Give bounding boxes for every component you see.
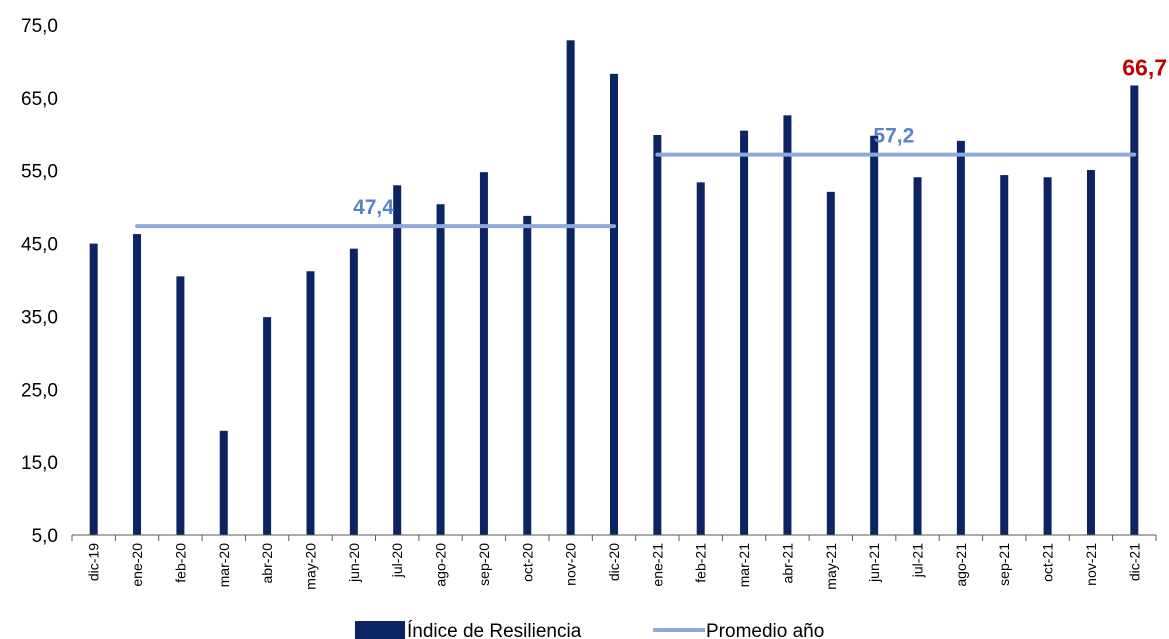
y-tick-label: 75,0 xyxy=(21,16,58,37)
x-tick-label: feb-21 xyxy=(693,543,709,583)
x-axis: dic-19 ene-20 feb-20 mar-20 abr-20 may-20 jun-… xyxy=(72,535,1156,590)
x-tick-label: nov-21 xyxy=(1083,543,1099,586)
x-tick-label: abr-21 xyxy=(779,543,795,584)
y-tick-label: 15,0 xyxy=(21,453,58,474)
bar xyxy=(437,204,445,535)
bar xyxy=(393,185,401,535)
average-label: 57,2 xyxy=(873,125,914,148)
bar xyxy=(263,317,271,535)
bar xyxy=(567,40,575,535)
y-tick-label: 5,0 xyxy=(32,526,58,547)
bar xyxy=(1000,175,1008,535)
bar xyxy=(697,182,705,535)
x-tick-label: may-21 xyxy=(823,543,839,590)
x-tick-label: may-20 xyxy=(302,543,318,590)
x-tick-label: feb-20 xyxy=(172,543,188,583)
bar xyxy=(1087,170,1095,535)
y-tick-label: 45,0 xyxy=(21,235,58,256)
x-tick-label: dic-19 xyxy=(86,543,102,581)
bar xyxy=(914,177,922,535)
x-tick-label: sep-20 xyxy=(476,543,492,586)
x-tick-label: jul-21 xyxy=(910,543,926,578)
bar xyxy=(523,216,531,535)
bar xyxy=(783,115,791,535)
bar xyxy=(306,271,314,535)
bar xyxy=(176,276,184,535)
average-lines xyxy=(137,155,1134,226)
x-tick-label: oct-20 xyxy=(519,543,535,582)
bar xyxy=(350,249,358,535)
legend-swatch-index xyxy=(355,621,405,639)
bar xyxy=(90,244,98,535)
y-tick-label: 55,0 xyxy=(21,162,58,183)
bar xyxy=(1044,177,1052,535)
x-tick-label: sep-21 xyxy=(996,543,1012,586)
x-tick-label: oct-21 xyxy=(1040,543,1056,582)
y-tick-label: 65,0 xyxy=(21,89,58,110)
x-tick-label: ago-20 xyxy=(433,543,449,587)
x-tick-label: nov-20 xyxy=(563,543,579,586)
bar xyxy=(133,234,141,535)
x-tick-label: jul-20 xyxy=(389,543,405,578)
x-tick-label: dic-20 xyxy=(606,543,622,581)
bar xyxy=(740,131,748,535)
legend-label-index: Índice de Resiliencia xyxy=(407,621,582,639)
x-tick-label: jun-20 xyxy=(346,543,362,583)
x-tick-label: jun-21 xyxy=(866,543,882,583)
x-tick-label: mar-21 xyxy=(736,543,752,588)
y-axis: 5,0 15,0 25,0 35,0 45,0 55,0 65,0 75,0 xyxy=(21,16,58,547)
bar xyxy=(653,135,661,535)
legend: Índice de Resiliencia Promedio año xyxy=(355,621,824,639)
legend-label-average: Promedio año xyxy=(706,621,824,639)
average-label: 47,4 xyxy=(353,196,394,219)
bar xyxy=(870,136,878,535)
bars xyxy=(90,40,1139,535)
y-tick-label: 35,0 xyxy=(21,307,58,328)
x-tick-label: abr-20 xyxy=(259,543,275,584)
x-tick-label: dic-21 xyxy=(1126,543,1142,581)
x-tick-label: ago-21 xyxy=(953,543,969,587)
y-tick-label: 25,0 xyxy=(21,380,58,401)
x-tick-label: ene-21 xyxy=(649,543,665,587)
bar xyxy=(827,192,835,535)
bar xyxy=(220,431,228,535)
last-value-label: 66,7 xyxy=(1122,54,1167,80)
x-tick-label: mar-20 xyxy=(216,543,232,588)
x-tick-label: ene-20 xyxy=(129,543,145,587)
bar xyxy=(610,74,618,535)
bar xyxy=(957,141,965,535)
